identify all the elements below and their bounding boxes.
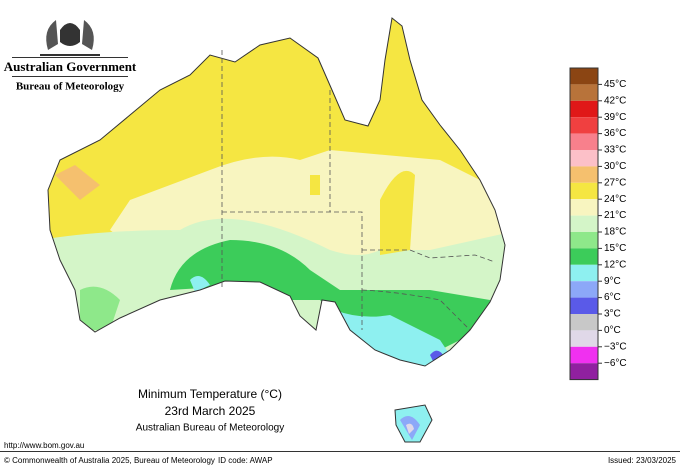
legend-label: 0°C: [604, 325, 621, 336]
legend-label: 12°C: [604, 259, 626, 270]
legend-label: 36°C: [604, 128, 626, 139]
footer-copyright: © Commonwealth of Australia 2025, Bureau…: [4, 456, 215, 465]
legend-label: 39°C: [604, 112, 626, 123]
legend-label: 21°C: [604, 210, 626, 221]
legend-label: 3°C: [604, 309, 621, 320]
legend-label: 15°C: [604, 243, 626, 254]
map-source: Australian Bureau of Meteorology: [136, 423, 284, 434]
footer-id: ID code: AWAP: [218, 456, 273, 465]
agency-name: Australian Government: [4, 59, 137, 74]
legend-label: −3°C: [604, 341, 627, 352]
legend-label: 30°C: [604, 161, 626, 172]
legend-label: 27°C: [604, 177, 626, 188]
footer-url: http://www.bom.gov.au: [4, 441, 84, 450]
logo: [12, 20, 128, 58]
legend-label: −6°C: [604, 358, 627, 369]
map-title: Minimum Temperature (°C): [138, 387, 282, 401]
footer-issued: Issued: 23/03/2025: [608, 456, 677, 465]
legend-label: 24°C: [604, 194, 626, 205]
legend-label: 6°C: [604, 292, 621, 303]
legend-label: 33°C: [604, 145, 626, 156]
state-borders: [221, 50, 496, 331]
legend-label: 42°C: [604, 95, 626, 106]
legend-label: 45°C: [604, 79, 626, 90]
map-date: 23rd March 2025: [165, 404, 256, 418]
legend-label: 9°C: [604, 276, 621, 287]
legend-label: 18°C: [604, 227, 626, 238]
coastline: [47, 17, 506, 443]
legend: 45°C 42°C 39°C 36°C 33°C 30°C 27°C 24°C 21°C 18°C…: [569, 67, 627, 381]
bureau-name: Bureau of Meteorology: [16, 81, 125, 93]
